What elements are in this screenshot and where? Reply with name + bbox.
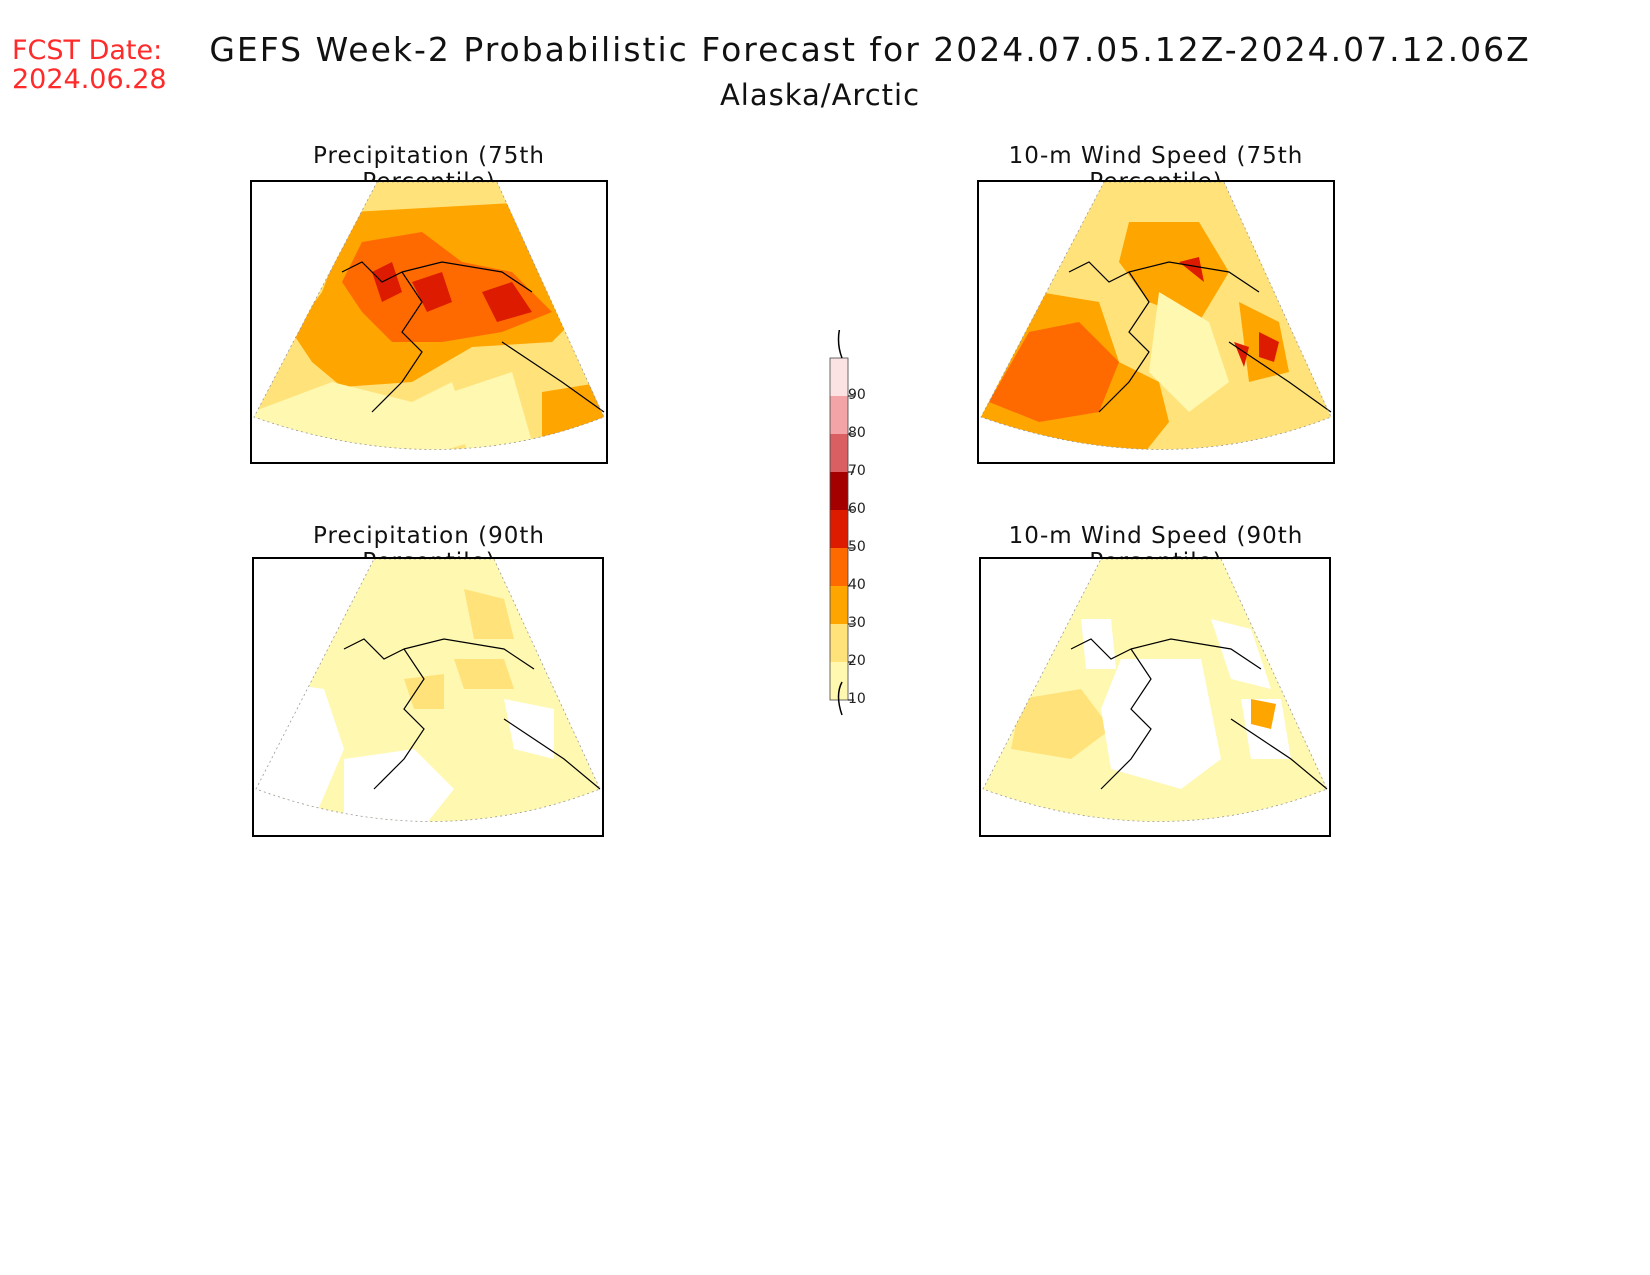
colorbar-label: 50 (848, 539, 866, 555)
colorbar-swatch (830, 548, 848, 586)
colorbar-swatch (830, 662, 848, 700)
colorbar-label: 30 (848, 615, 866, 631)
colorbar-swatch (830, 358, 848, 396)
colorbar-swatch (830, 472, 848, 510)
colorbar-label: 60 (848, 501, 866, 517)
colorbar-label: 70 (848, 463, 866, 479)
forecast-date-block: FCST Date: 2024.06.28 (12, 36, 167, 94)
colorbar-label: 10 (848, 691, 866, 707)
colorbar-swatch (830, 510, 848, 548)
colorbar-swatch (830, 624, 848, 662)
forecast-date-label: FCST Date: (12, 35, 163, 66)
region-title: Alaska/Arctic (719, 78, 921, 112)
colorbar-label: 40 (848, 577, 866, 593)
forecast-date-value: 2024.06.28 (12, 64, 167, 95)
map-wind-75 (977, 180, 1335, 464)
colorbar-swatch (830, 434, 848, 472)
colorbar-swatch (830, 586, 848, 624)
map-precip-75 (250, 180, 608, 464)
map-precip-90 (252, 557, 604, 837)
colorbar-label: 80 (848, 425, 866, 441)
page-title: GEFS Week-2 Probabilistic Forecast for 2… (209, 30, 1531, 69)
map-wind-90 (979, 557, 1331, 837)
colorbar-swatch (830, 396, 848, 434)
colorbar-label: 20 (848, 653, 866, 669)
colorbar (829, 330, 854, 716)
colorbar-label: 90 (848, 387, 866, 403)
